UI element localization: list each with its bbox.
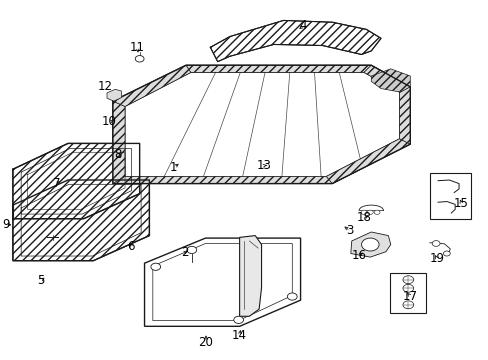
Polygon shape [210, 21, 380, 62]
Circle shape [287, 293, 297, 300]
Text: 13: 13 [256, 159, 271, 172]
Bar [429, 173, 470, 220]
Polygon shape [13, 180, 149, 261]
Circle shape [233, 316, 243, 323]
Text: 4: 4 [299, 19, 306, 32]
Circle shape [361, 238, 378, 251]
Circle shape [360, 210, 366, 215]
Text: 20: 20 [198, 336, 212, 348]
Text: 14: 14 [232, 329, 246, 342]
Circle shape [443, 251, 449, 256]
Polygon shape [113, 65, 409, 184]
Circle shape [186, 246, 196, 253]
Polygon shape [399, 87, 409, 144]
Text: 19: 19 [429, 252, 444, 265]
Polygon shape [144, 238, 300, 326]
Text: 9: 9 [2, 218, 9, 231]
Text: 12: 12 [98, 80, 113, 93]
Text: 18: 18 [356, 211, 371, 224]
Polygon shape [13, 143, 140, 219]
Circle shape [402, 276, 413, 284]
Circle shape [135, 55, 144, 62]
Circle shape [402, 301, 413, 309]
Polygon shape [239, 235, 261, 316]
Text: 15: 15 [453, 197, 468, 210]
Polygon shape [370, 69, 409, 92]
Text: 7: 7 [53, 177, 61, 190]
Text: 1: 1 [170, 161, 177, 174]
Text: 16: 16 [351, 249, 366, 262]
Text: 2: 2 [181, 246, 188, 259]
Circle shape [366, 210, 372, 215]
Polygon shape [350, 232, 390, 257]
Bar [389, 273, 426, 313]
Circle shape [402, 284, 413, 292]
Polygon shape [125, 72, 399, 176]
Polygon shape [113, 176, 331, 184]
Text: 6: 6 [127, 240, 135, 253]
Text: 5: 5 [37, 274, 44, 287]
Polygon shape [185, 65, 370, 72]
Text: 17: 17 [402, 290, 417, 303]
Text: 11: 11 [129, 41, 144, 54]
Polygon shape [107, 89, 122, 101]
Polygon shape [326, 139, 409, 184]
Polygon shape [113, 101, 125, 184]
Polygon shape [363, 65, 409, 92]
Text: 3: 3 [346, 224, 353, 238]
Text: 10: 10 [102, 116, 116, 129]
Circle shape [373, 210, 379, 215]
Text: 8: 8 [114, 148, 121, 161]
Circle shape [151, 263, 160, 270]
Polygon shape [113, 65, 190, 107]
Circle shape [431, 240, 439, 246]
